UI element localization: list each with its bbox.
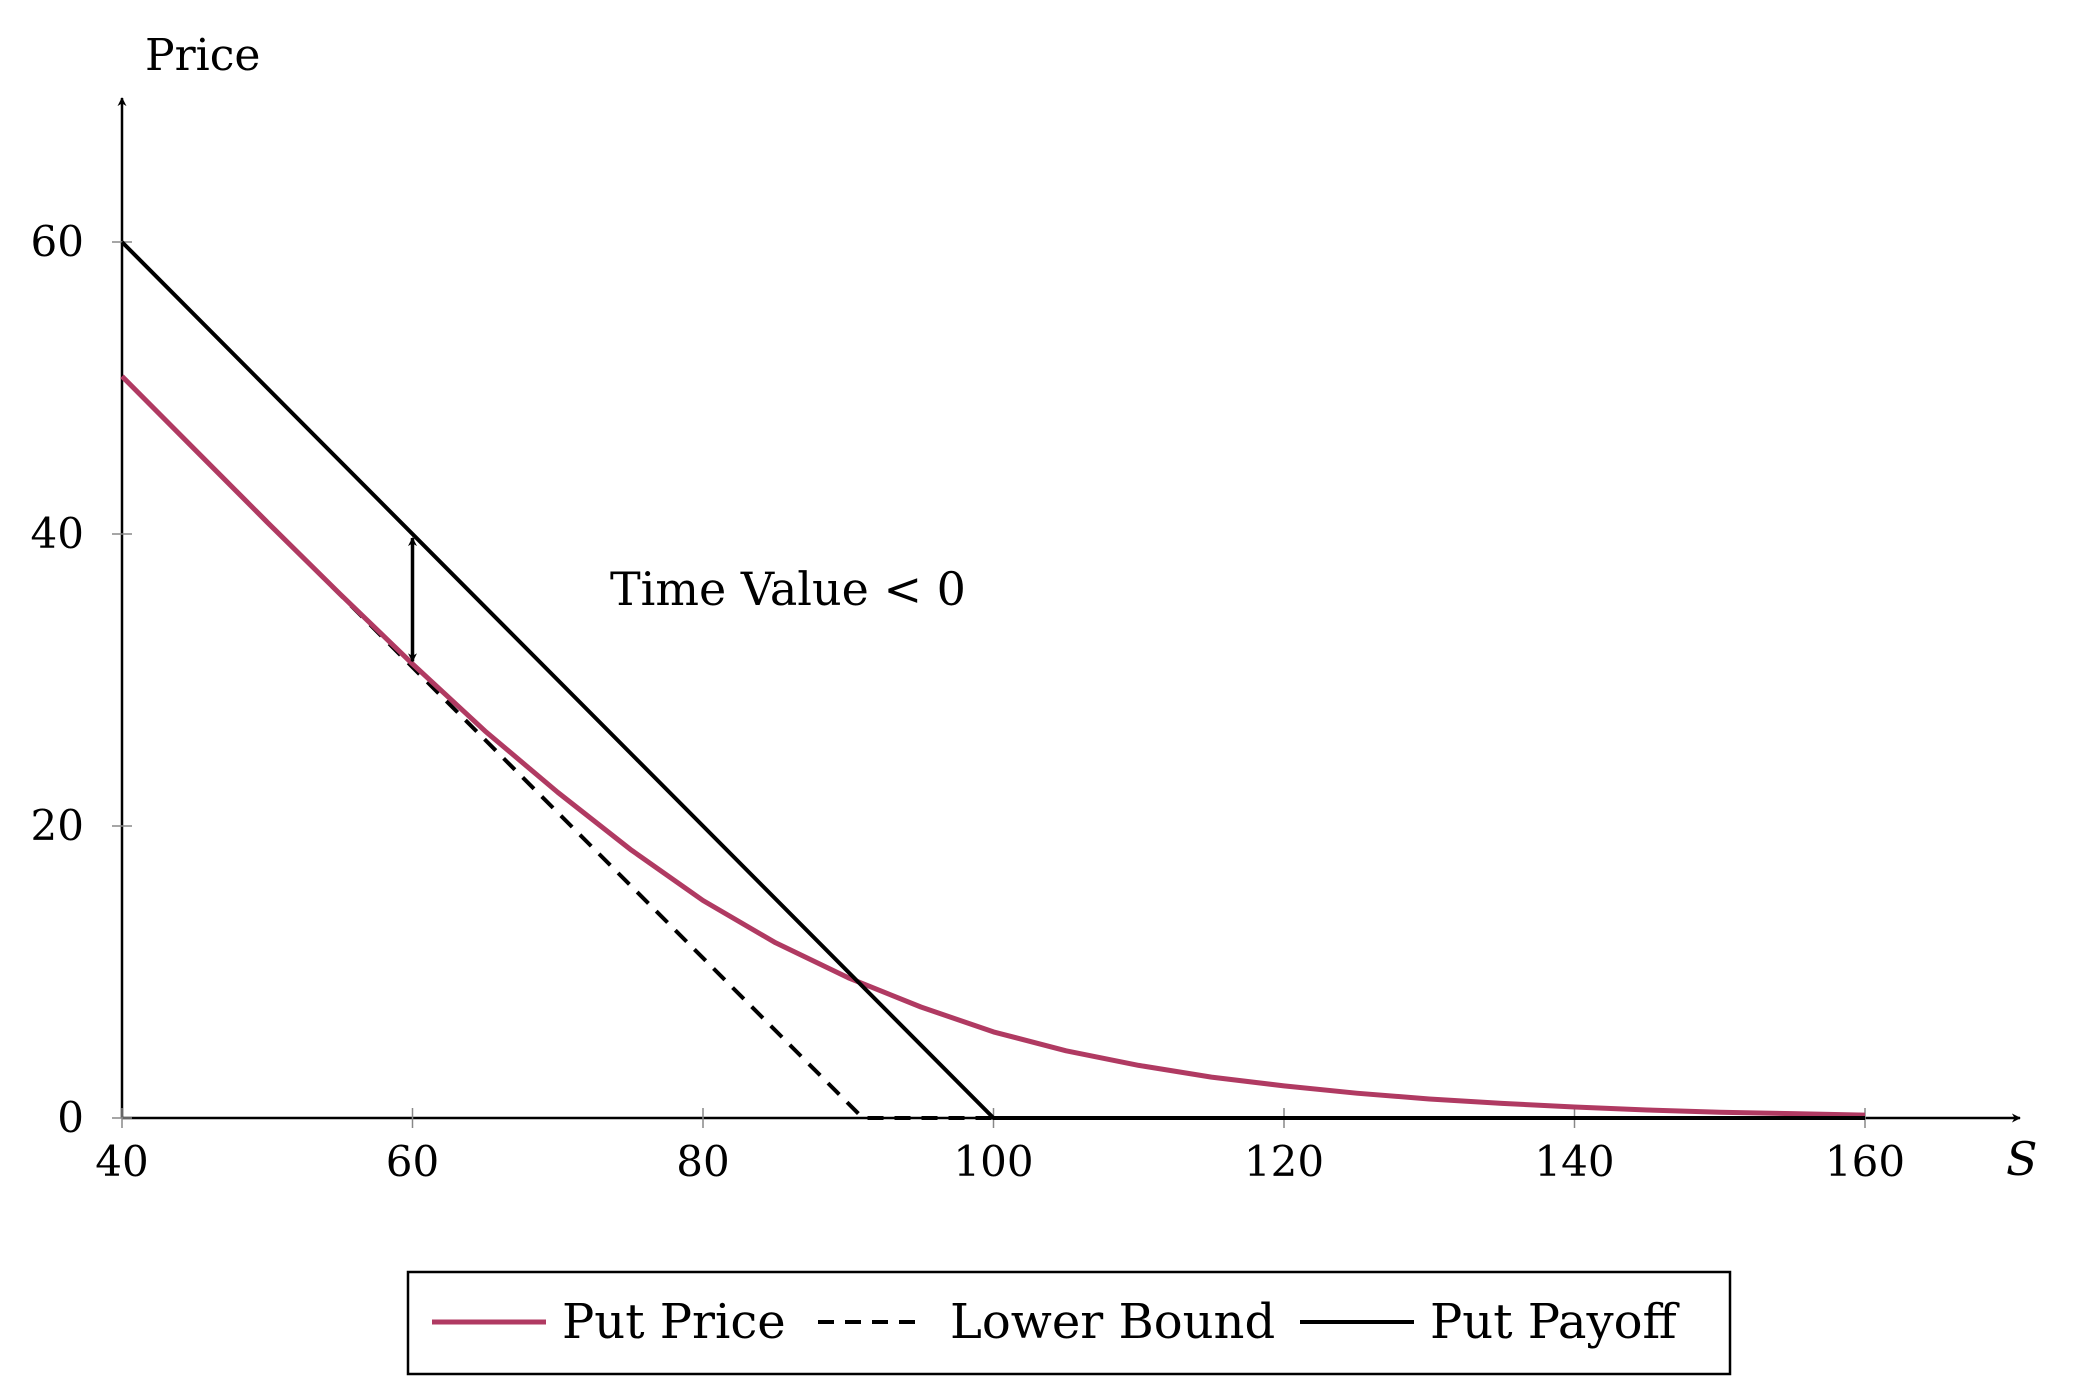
x-tick-label-100: 100 [953, 1137, 1033, 1186]
series-line-put-price [120, 374, 1866, 1118]
series-line-lower-bound [120, 374, 1865, 1120]
legend-label-put-payoff: Put Payoff [1430, 1294, 1680, 1350]
time-value-annotation: Time Value < 0 [610, 562, 966, 616]
annotation-group: Time Value < 0 [408, 537, 966, 663]
series-line-put-payoff [120, 240, 1865, 1120]
series-group [120, 240, 1866, 1120]
y-tick-label-40: 40 [31, 509, 84, 558]
ticks-group: 40 60 80 100 120 140 160 0 20 40 60 [31, 217, 1906, 1186]
legend-box [406, 1270, 1732, 1376]
x-axis-label: S [2006, 1132, 2038, 1186]
x-tick-label-40: 40 [95, 1137, 148, 1186]
y-tick-label-0: 0 [57, 1093, 84, 1142]
x-tick-label-120: 120 [1244, 1137, 1324, 1186]
y-axis-label: Price [145, 30, 260, 81]
legend-label-put-price: Put Price [562, 1294, 786, 1350]
x-tick-label-160: 160 [1825, 1137, 1905, 1186]
x-tick-label-140: 140 [1534, 1137, 1614, 1186]
x-tick-label-80: 80 [676, 1137, 729, 1186]
y-tick-label-20: 20 [31, 801, 84, 850]
x-tick-label-60: 60 [386, 1137, 439, 1186]
y-tick-label-60: 60 [31, 217, 84, 266]
legend: Put Price Lower Bound Put Payoff [406, 1270, 1732, 1376]
legend-label-lower-bound: Lower Bound [950, 1294, 1275, 1350]
